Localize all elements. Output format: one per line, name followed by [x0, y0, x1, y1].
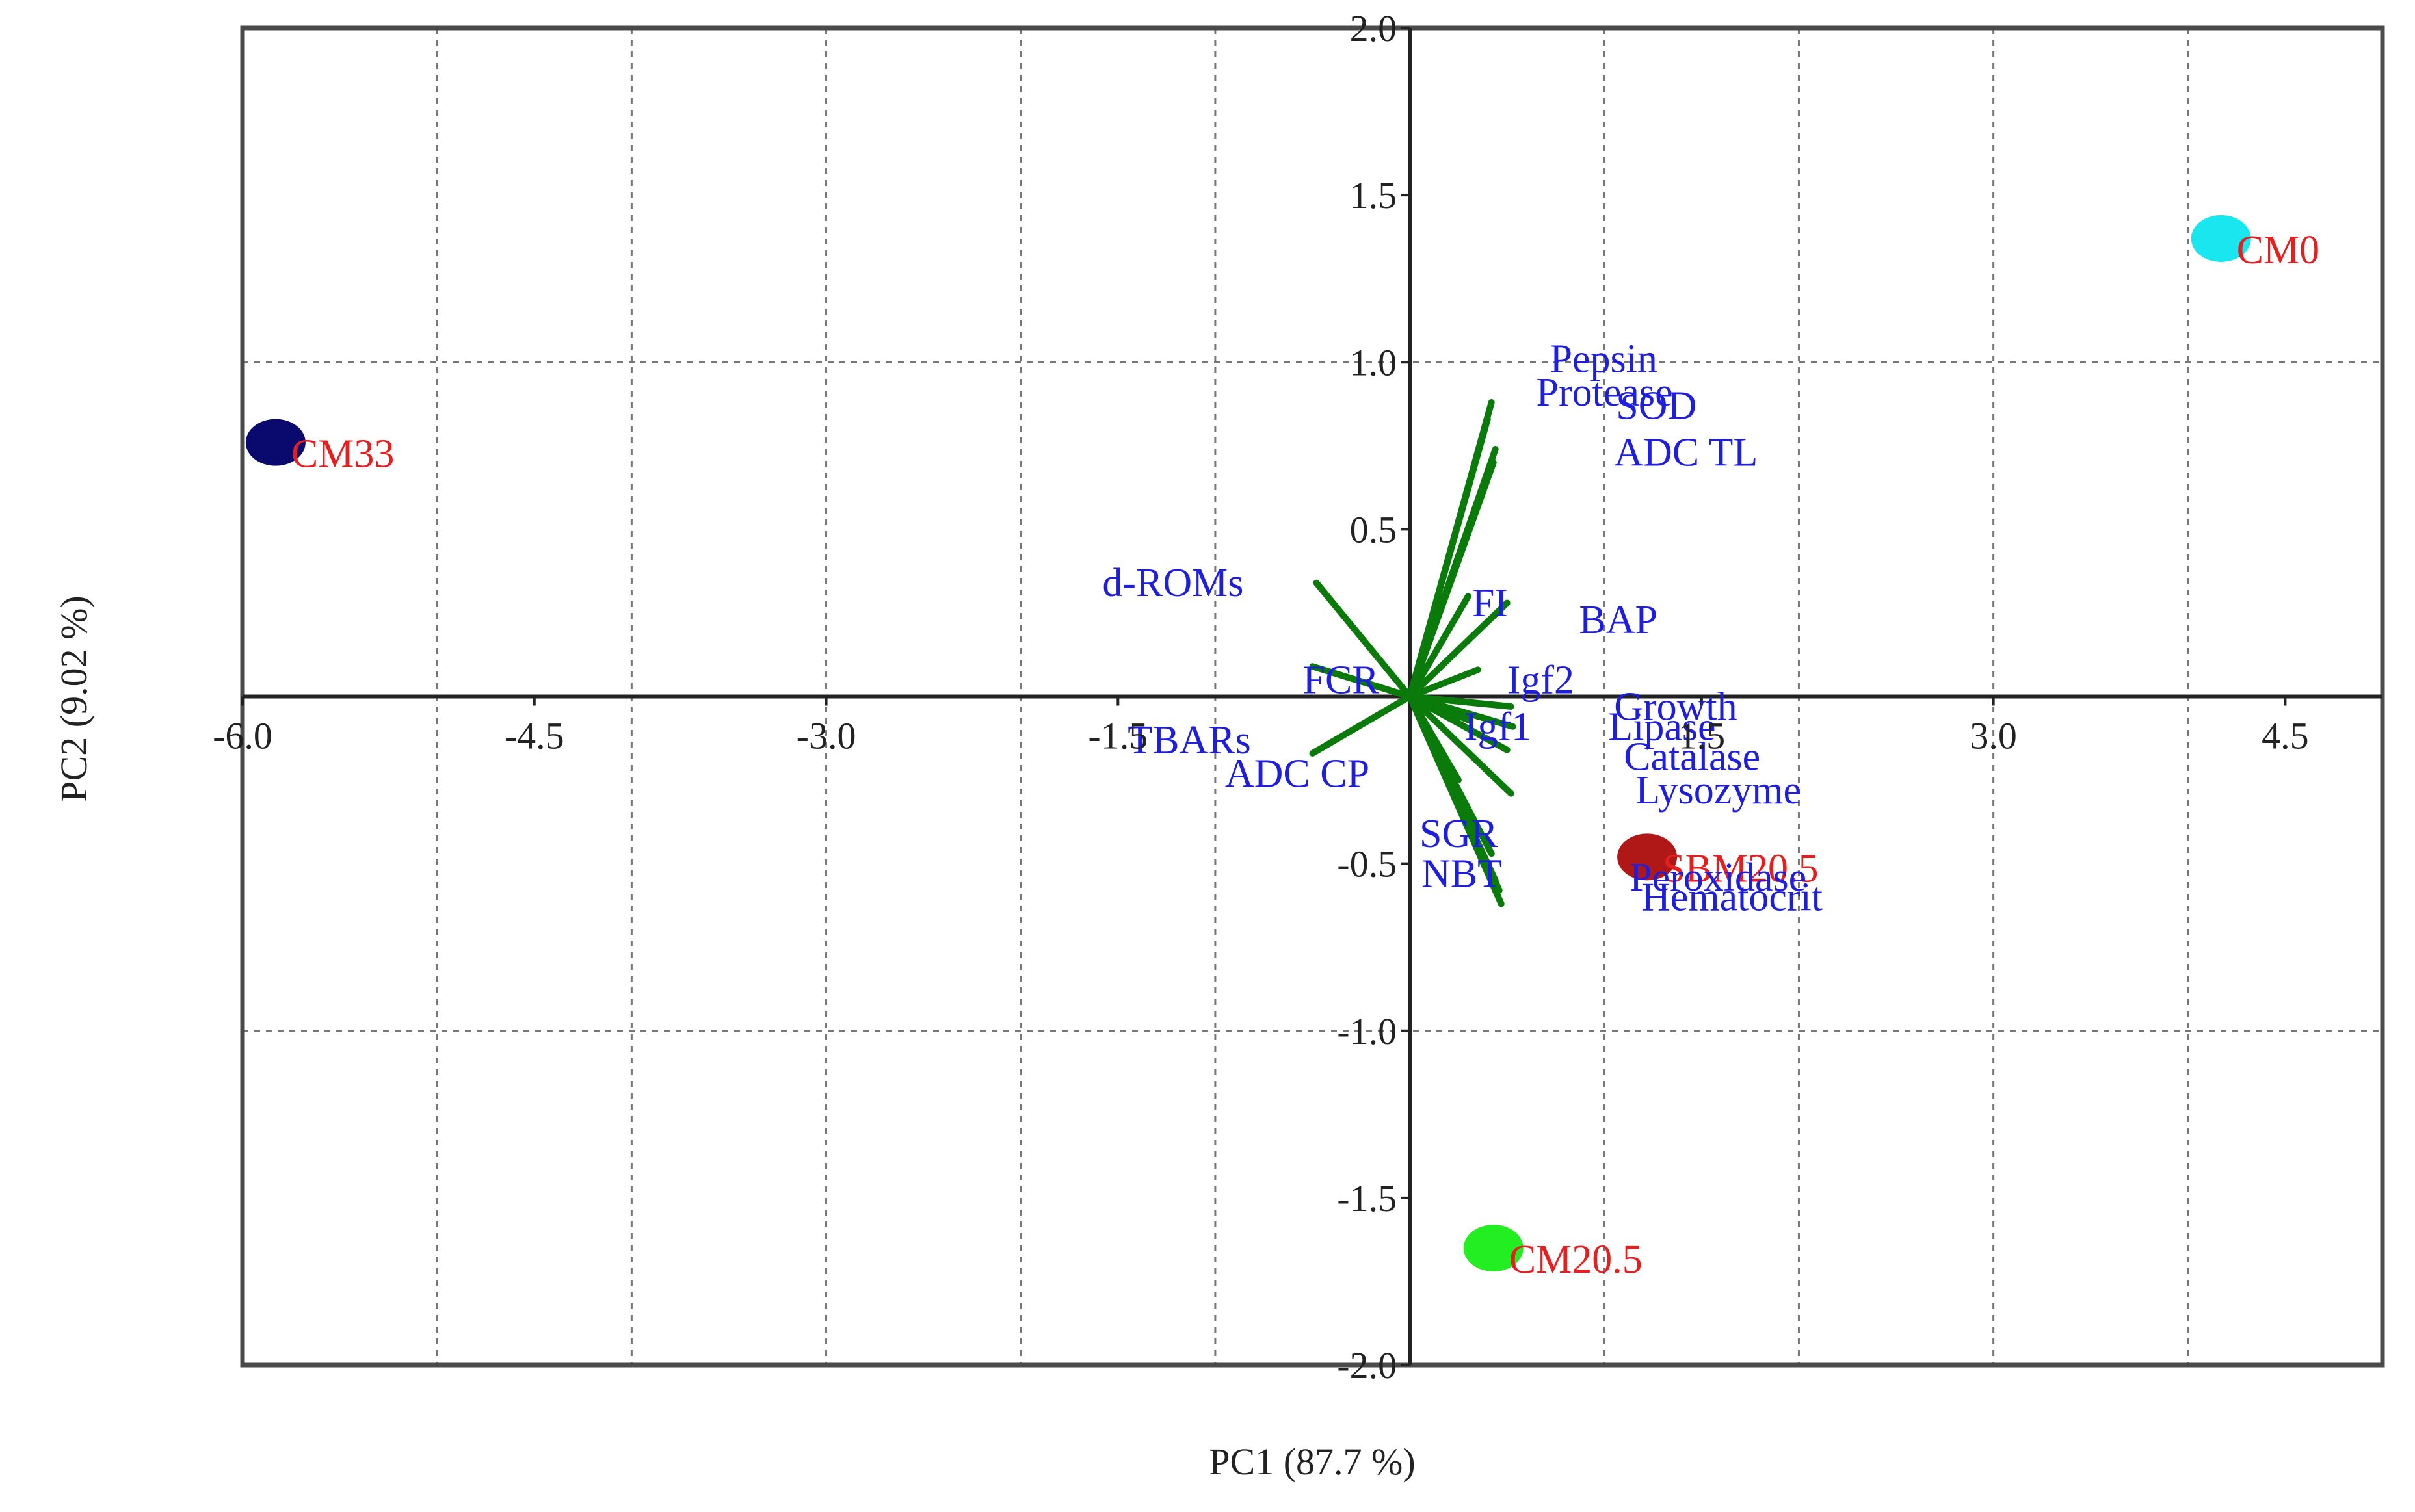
loading-vector-hematocrit [1406, 693, 1505, 907]
x-tick-label: -6.0 [213, 715, 272, 757]
variable-label-nbt: NBT [1421, 852, 1502, 896]
variable-label-hematocrit: Hematocrit [1641, 876, 1823, 920]
y-tick-label: 1.0 [1350, 341, 1397, 384]
y-tick-label: 1.5 [1350, 174, 1397, 216]
variable-label-lysozyme: Lysozyme [1635, 768, 1801, 813]
variable-label-peroxidase: Peroxidase [1630, 855, 1806, 900]
variable-label-fcr: FCR [1303, 658, 1380, 702]
loading-vector-lipase [1406, 693, 1516, 730]
tick-labels: -6.0 -4.5 -3.0 -1.5 1.5 3.0 4.5 2.0 1.5 1.0 0.5 -0.… [213, 7, 2309, 1387]
y-tick-label: -1.5 [1337, 1177, 1397, 1219]
y-tick-label: -1.0 [1337, 1010, 1397, 1052]
y-axis-title: PC2 (9.02 %) [53, 595, 95, 802]
y-tick-label: -0.5 [1337, 843, 1397, 885]
variable-label-adc-tl: ADC TL [1614, 431, 1758, 475]
variable-label-bap: BAP [1579, 598, 1657, 642]
group-label-cm20-5: CM20.5 [1509, 1238, 1643, 1282]
loading-vector-tbars [1309, 693, 1414, 757]
loading-vectors [1309, 398, 1516, 907]
variable-label-lipase: Lipase [1608, 705, 1715, 749]
group-point-cm33 [245, 419, 306, 466]
loading-vector-d-roms [1313, 579, 1414, 700]
group-point-sbm20-5 [1617, 833, 1678, 881]
variable-label-igf2: Igf2 [1507, 658, 1574, 702]
loading-vector-adc-tl [1406, 459, 1497, 700]
variable-label-igf1: Igf1 [1464, 705, 1531, 749]
group-point-cm20-5 [1463, 1225, 1524, 1272]
loading-vector-igf2 [1406, 666, 1481, 700]
group-label-sbm20-5: SBM20.5 [1663, 846, 1818, 891]
group-points: CM0 CM33 SBM20.5 CM20.5 [245, 215, 2319, 1282]
variable-label-adc-cp: ADC CP [1225, 751, 1369, 796]
x-tick-label: 3.0 [1970, 715, 2017, 757]
group-point-cm0 [2191, 215, 2251, 262]
loading-vector-fi [1406, 593, 1471, 700]
x-tick-label: 1.5 [1678, 715, 1726, 757]
variable-label-fi: FI [1472, 581, 1508, 625]
y-tick-label: -2.0 [1337, 1344, 1397, 1387]
y-tick-label: 0.5 [1350, 508, 1397, 551]
group-label-cm0: CM0 [2237, 228, 2319, 272]
loading-vector-lysozyme [1406, 693, 1514, 797]
variable-label-catalase: Catalase [1624, 735, 1760, 779]
loading-vector-bap [1406, 599, 1511, 700]
variable-label-sod: SOD [1616, 384, 1696, 428]
x-axis-title: PC1 (87.7 %) [1209, 1440, 1415, 1483]
variable-label-tbars: TBARs [1128, 718, 1250, 763]
variable-label-sgr: SGR [1419, 812, 1498, 856]
group-label-cm33: CM33 [291, 432, 394, 476]
variable-label-d-roms: d-ROMs [1102, 561, 1243, 605]
variable-label-growth: Growth [1614, 684, 1737, 729]
x-tick-label: -1.5 [1088, 715, 1148, 757]
variable-label-pepsin: Pepsin [1550, 337, 1657, 382]
x-tick-label: -3.0 [797, 715, 856, 757]
loading-vector-catalase [1406, 693, 1511, 753]
variable-label-protease: Protease [1537, 371, 1673, 415]
y-tick-label: 2.0 [1350, 7, 1397, 49]
loading-vector-fcr [1309, 663, 1414, 700]
x-tick-label: -4.5 [505, 715, 564, 757]
x-tick-label: 4.5 [2262, 715, 2309, 757]
